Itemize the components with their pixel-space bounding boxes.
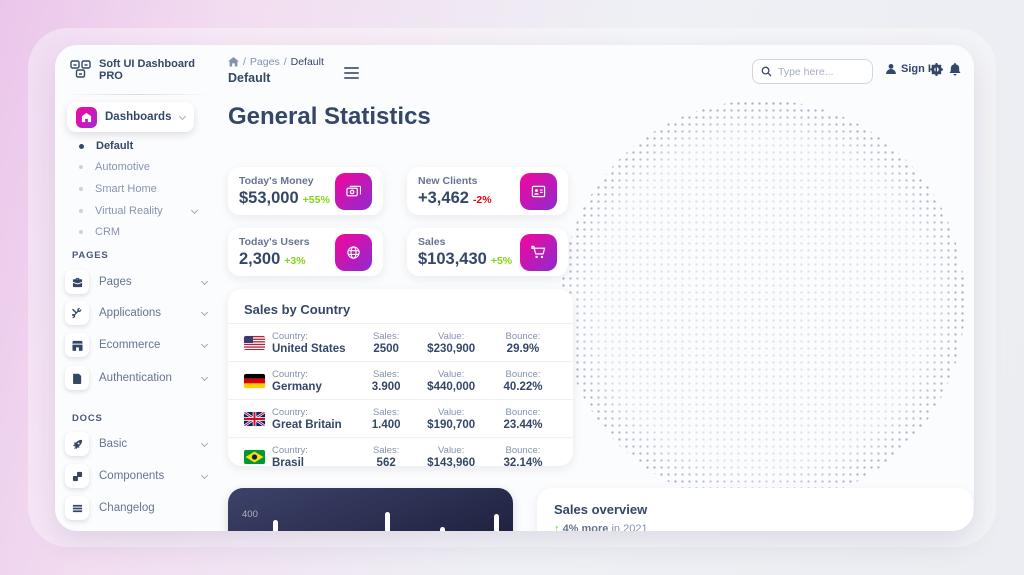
delta-badge: +55%: [302, 193, 330, 206]
breadcrumb-current: Default: [290, 56, 324, 68]
sidebar-item-virtual-reality[interactable]: Virtual Reality: [67, 201, 199, 221]
flag-great-britain-icon: [244, 411, 265, 426]
chart-bar: [440, 527, 445, 531]
card-subtitle: ↑ 4% more in 2021: [554, 523, 956, 531]
sidebar-item-default[interactable]: Default: [67, 136, 197, 156]
changelog-icon: [65, 496, 89, 520]
table-row: Country: United States Sales: 2500 Value: $…: [228, 323, 573, 361]
sidenav-toggle-icon[interactable]: [344, 67, 359, 79]
home-icon[interactable]: [228, 57, 239, 67]
document-icon: [65, 366, 89, 390]
table-row: Country: Great Britain Sales: 1.400 Value:…: [228, 399, 573, 437]
brand[interactable]: Soft UI Dashboard PRO: [70, 58, 218, 82]
person-icon: [886, 64, 896, 74]
sidebar-section-docs: DOCS: [72, 413, 103, 424]
stat-card-sales: Sales $103,430 +5%: [407, 228, 568, 276]
globe-icon: [335, 233, 372, 271]
sidebar-item-changelog[interactable]: Changelog: [65, 495, 207, 521]
sidebar-item-crm[interactable]: CRM: [67, 222, 197, 242]
sidebar-item-components[interactable]: Components: [65, 463, 209, 489]
search-input[interactable]: [778, 65, 864, 78]
card-title: Sales overview: [554, 502, 648, 517]
chevron-down-icon: [200, 340, 209, 348]
delta-badge: -2%: [472, 193, 492, 206]
search-box[interactable]: [752, 59, 873, 84]
sidebar-item-smart-home[interactable]: Smart Home: [67, 179, 197, 199]
bullet-icon: [79, 209, 83, 213]
stat-card-new-clients: New Clients +3,462 -2%: [407, 167, 568, 215]
cart-icon: [520, 233, 557, 271]
chevron-down-icon: [200, 471, 209, 479]
dashboard-window: Soft UI Dashboard PRO Dashboards Default…: [55, 45, 974, 531]
arrow-up-icon: ↑: [554, 523, 560, 531]
briefcase-icon: [65, 270, 89, 294]
sidebar-item-pages[interactable]: Pages: [65, 269, 209, 295]
dashboard-icon: [76, 106, 97, 128]
sidebar-item-ecommerce[interactable]: Ecommerce: [65, 332, 209, 358]
page-breadcrumb-title: Default: [228, 71, 271, 85]
bullet-icon: [79, 143, 84, 149]
delta-badge: +5%: [490, 254, 513, 267]
sidebar-item-basic[interactable]: Basic: [65, 431, 209, 457]
card-title: Sales by Country: [244, 302, 351, 317]
sidebar-item-applications[interactable]: Applications: [65, 300, 209, 326]
money-icon: [335, 172, 372, 210]
bullet-icon: [79, 187, 83, 191]
spaceship-icon: [65, 432, 89, 456]
breadcrumb: / Pages / Default: [228, 56, 324, 68]
chevron-down-icon: [178, 112, 187, 120]
flag-germany-icon: [244, 373, 265, 388]
page-title: General Statistics: [228, 103, 431, 130]
sidebar-item-label: Dashboards: [105, 111, 172, 123]
sales-by-country-card: Sales by Country Country: United States S…: [228, 289, 573, 469]
table-row: Country: Germany Sales: 3.900 Value: $440,0…: [228, 361, 573, 399]
sidebar-item-automotive[interactable]: Automotive: [67, 157, 197, 177]
table-row: Country: Brasil Sales: 562 Value: $143,960 …: [228, 437, 573, 475]
tools-icon: [65, 301, 89, 325]
notifications-bell-icon[interactable]: [949, 63, 961, 76]
dotted-globe-decoration: [560, 100, 965, 505]
flag-us-icon: [244, 335, 265, 350]
sales-overview-card: Sales overview ↑ 4% more in 2021: [537, 488, 973, 531]
settings-gear-icon[interactable]: [930, 63, 943, 76]
brand-name: Soft UI Dashboard PRO: [99, 58, 195, 82]
y-axis-gridline-label: 400: [242, 509, 258, 520]
sidebar-divider: [63, 94, 210, 95]
sidebar-item-authentication[interactable]: Authentication: [65, 365, 209, 391]
active-users-chart-card: 400: [228, 488, 513, 531]
sign-in-button[interactable]: Sign In: [885, 63, 938, 75]
sidebar-section-pages: PAGES: [72, 250, 109, 261]
brand-logo-icon: [70, 60, 92, 80]
chart-bar: [494, 514, 499, 531]
delta-badge: +3%: [284, 254, 306, 267]
main-content: / Pages / Default Default Sign In Genera…: [55, 45, 974, 531]
bullet-icon: [79, 165, 83, 169]
shop-icon: [65, 333, 89, 357]
sidebar-item-dashboards[interactable]: Dashboards: [67, 102, 194, 132]
chevron-down-icon: [200, 373, 209, 381]
stat-card-todays-users: Today's Users 2,300 +3%: [228, 228, 383, 276]
sidebar: Soft UI Dashboard PRO Dashboards Default…: [55, 45, 218, 531]
search-icon: [761, 66, 772, 77]
stat-card-todays-money: Today's Money $53,000 +55%: [228, 167, 383, 215]
breadcrumb-parent[interactable]: Pages: [249, 56, 280, 68]
chart-bar: [273, 520, 278, 531]
client-card-icon: [520, 172, 557, 210]
chevron-down-icon: [200, 439, 209, 447]
flag-brasil-icon: [244, 449, 265, 464]
chevron-down-icon: [200, 277, 209, 285]
components-icon: [65, 464, 89, 488]
bullet-icon: [79, 230, 83, 234]
chart-bar: [385, 512, 390, 531]
chevron-down-icon: [190, 206, 199, 214]
chevron-down-icon: [200, 308, 209, 316]
